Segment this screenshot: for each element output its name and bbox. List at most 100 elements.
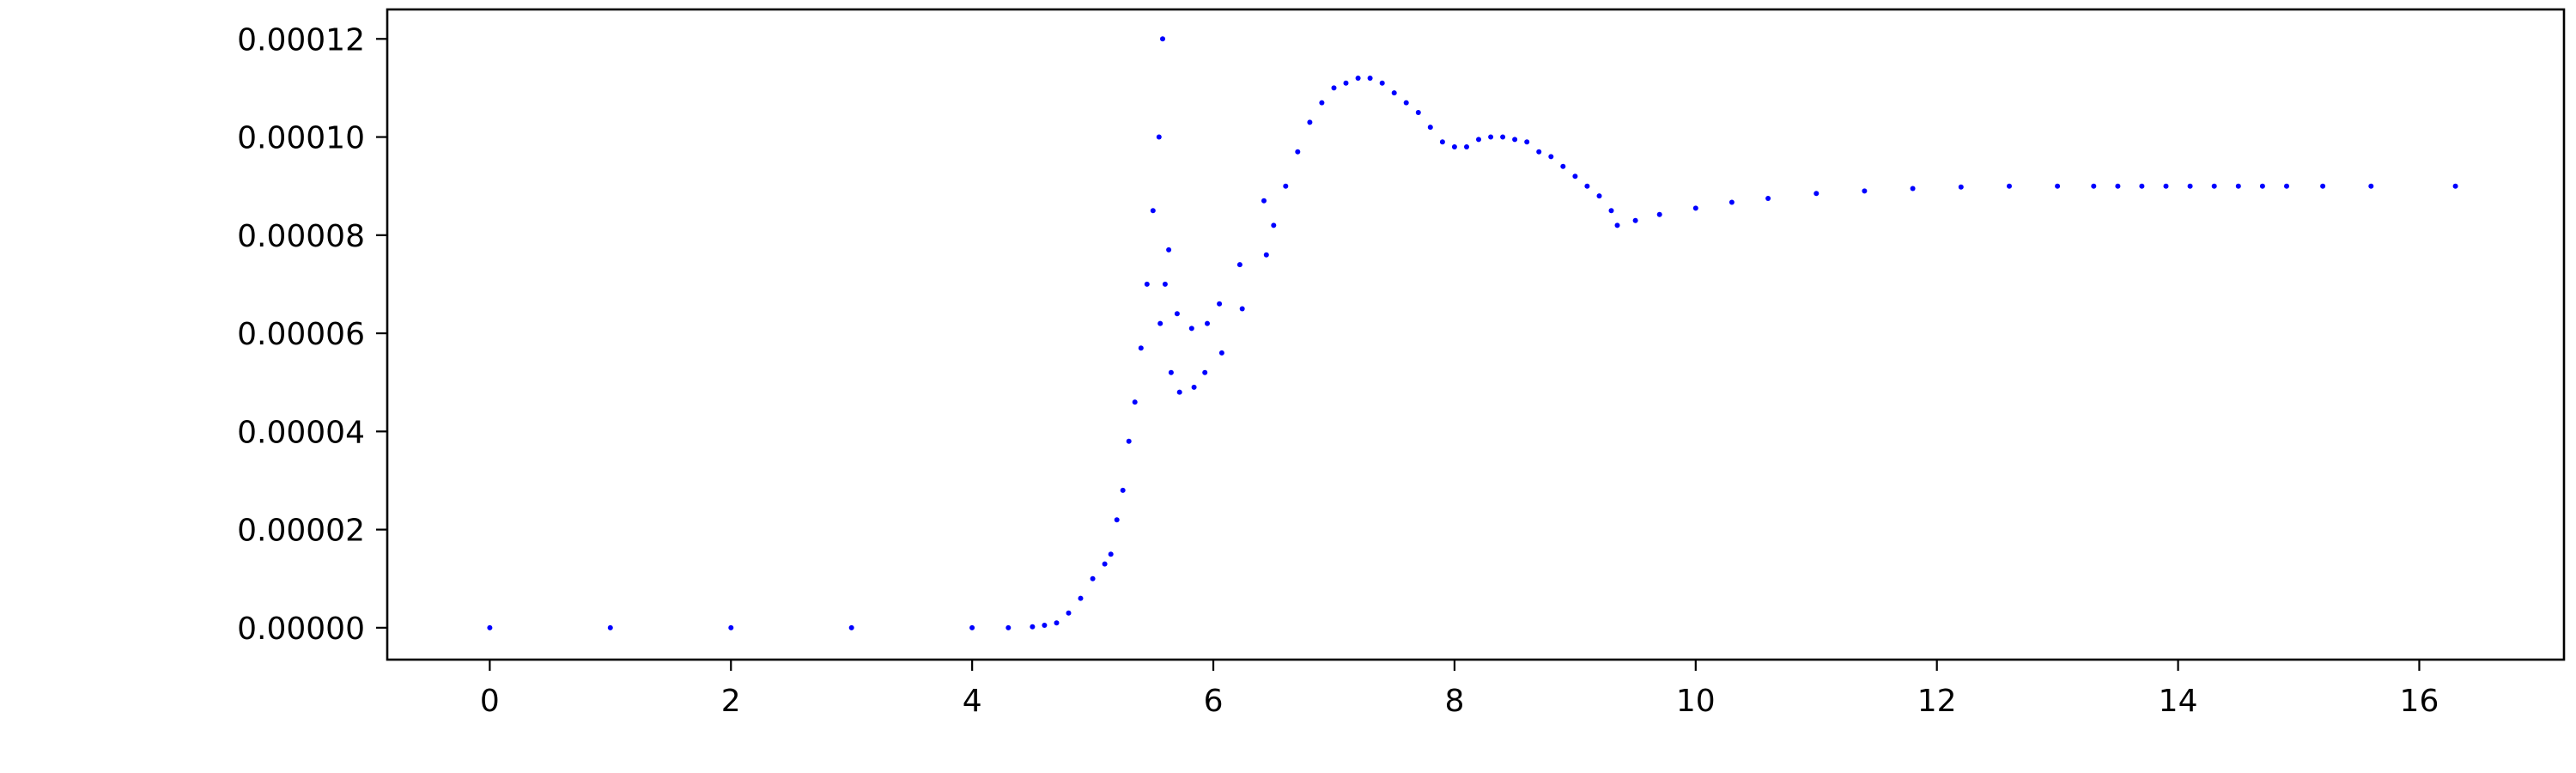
data-point [2115, 183, 2121, 189]
data-point [1126, 438, 1132, 444]
data-point [1560, 163, 1566, 169]
data-point [1512, 137, 1518, 143]
data-point [848, 624, 854, 630]
data-point [1910, 186, 1916, 192]
data-point [1066, 610, 1072, 616]
data-point [1160, 36, 1165, 42]
data-point [1239, 306, 1245, 312]
data-point [1054, 620, 1060, 626]
data-point [2259, 183, 2265, 189]
data-point [1500, 134, 1506, 140]
data-point [1166, 247, 1172, 253]
x-tick-label: 8 [1444, 684, 1464, 719]
x-tick-label: 0 [480, 684, 500, 719]
y-axis: 0.00000 0.00002 0.00004 0.00006 0.00008 0.000… [237, 22, 387, 647]
data-point [1572, 173, 1578, 180]
y-tick-label: 0.00004 [237, 415, 365, 450]
data-point [1188, 326, 1194, 332]
data-point [607, 624, 613, 630]
y-tick-label: 0.00008 [237, 219, 365, 254]
data-point [1958, 184, 1964, 190]
data-point [1814, 191, 1820, 197]
data-point [487, 624, 493, 630]
y-tick-label: 0.00010 [237, 121, 365, 156]
data-point [1162, 281, 1168, 287]
data-point [1439, 139, 1445, 145]
x-tick-label: 14 [2159, 684, 2198, 719]
data-point [1218, 350, 1224, 356]
data-point [2235, 183, 2241, 189]
y-tick-label: 0.00000 [237, 612, 365, 647]
data-point [1144, 281, 1150, 287]
data-point [1343, 80, 1349, 86]
data-point [1271, 222, 1277, 228]
data-point [1108, 551, 1114, 557]
data-point [2139, 183, 2145, 189]
data-point [1263, 252, 1269, 258]
data-point [2007, 183, 2012, 189]
data-point [1862, 188, 1868, 194]
data-point [2320, 183, 2326, 189]
data-point [1176, 389, 1182, 395]
data-point [1307, 119, 1313, 125]
data-point [1261, 198, 1267, 204]
x-tick-label: 6 [1204, 684, 1224, 719]
data-point [1174, 311, 1180, 317]
data-point [1295, 149, 1301, 155]
data-point [1451, 144, 1457, 149]
data-point [1156, 134, 1162, 140]
data-point [1157, 320, 1163, 326]
x-axis: 0 2 4 6 8 10 12 14 16 [480, 660, 2439, 719]
data-point [1078, 595, 1084, 601]
x-tick-label: 16 [2400, 684, 2439, 719]
data-point [1114, 517, 1120, 523]
data-point [2211, 183, 2217, 189]
y-tick-label: 0.00012 [237, 22, 365, 58]
data-point [1319, 100, 1325, 106]
data-point [1217, 301, 1223, 307]
data-point [1205, 320, 1210, 326]
data-point [1596, 193, 1602, 199]
plot-frame [386, 8, 2566, 661]
data-point [1120, 487, 1126, 493]
data-point [1030, 624, 1036, 630]
data-point [2055, 183, 2061, 189]
data-point [1524, 139, 1530, 145]
data-point [2284, 183, 2289, 189]
data-point [1391, 90, 1397, 96]
data-point [1236, 262, 1242, 268]
y-tick-label: 0.00002 [237, 514, 365, 549]
data-point [1331, 85, 1337, 91]
data-point [1403, 100, 1409, 106]
data-point [1191, 384, 1197, 390]
data-point [1632, 217, 1638, 223]
data-point [1150, 208, 1156, 214]
data-point [1005, 624, 1012, 630]
x-tick-label: 2 [721, 684, 741, 719]
data-point [1608, 208, 1614, 214]
data-point [2452, 183, 2458, 189]
x-tick-label: 10 [1676, 684, 1716, 719]
data-point [1168, 369, 1174, 375]
data-point [1656, 211, 1662, 217]
data-point [1476, 137, 1481, 143]
data-point [1692, 205, 1698, 211]
data-point [1765, 196, 1771, 201]
data-point [728, 624, 734, 630]
data-point [2187, 183, 2193, 189]
x-tick-label: 4 [963, 684, 982, 719]
data-point [1584, 183, 1590, 189]
data-point [1427, 125, 1433, 131]
data-point [1283, 183, 1289, 189]
data-point [1102, 561, 1108, 567]
data-point [1415, 110, 1421, 115]
data-points [487, 36, 2458, 630]
data-point [969, 624, 975, 630]
data-point [1728, 199, 1735, 205]
data-point [1379, 80, 1385, 86]
data-point [1464, 144, 1469, 149]
data-point [1138, 345, 1144, 351]
data-point [1548, 154, 1554, 160]
